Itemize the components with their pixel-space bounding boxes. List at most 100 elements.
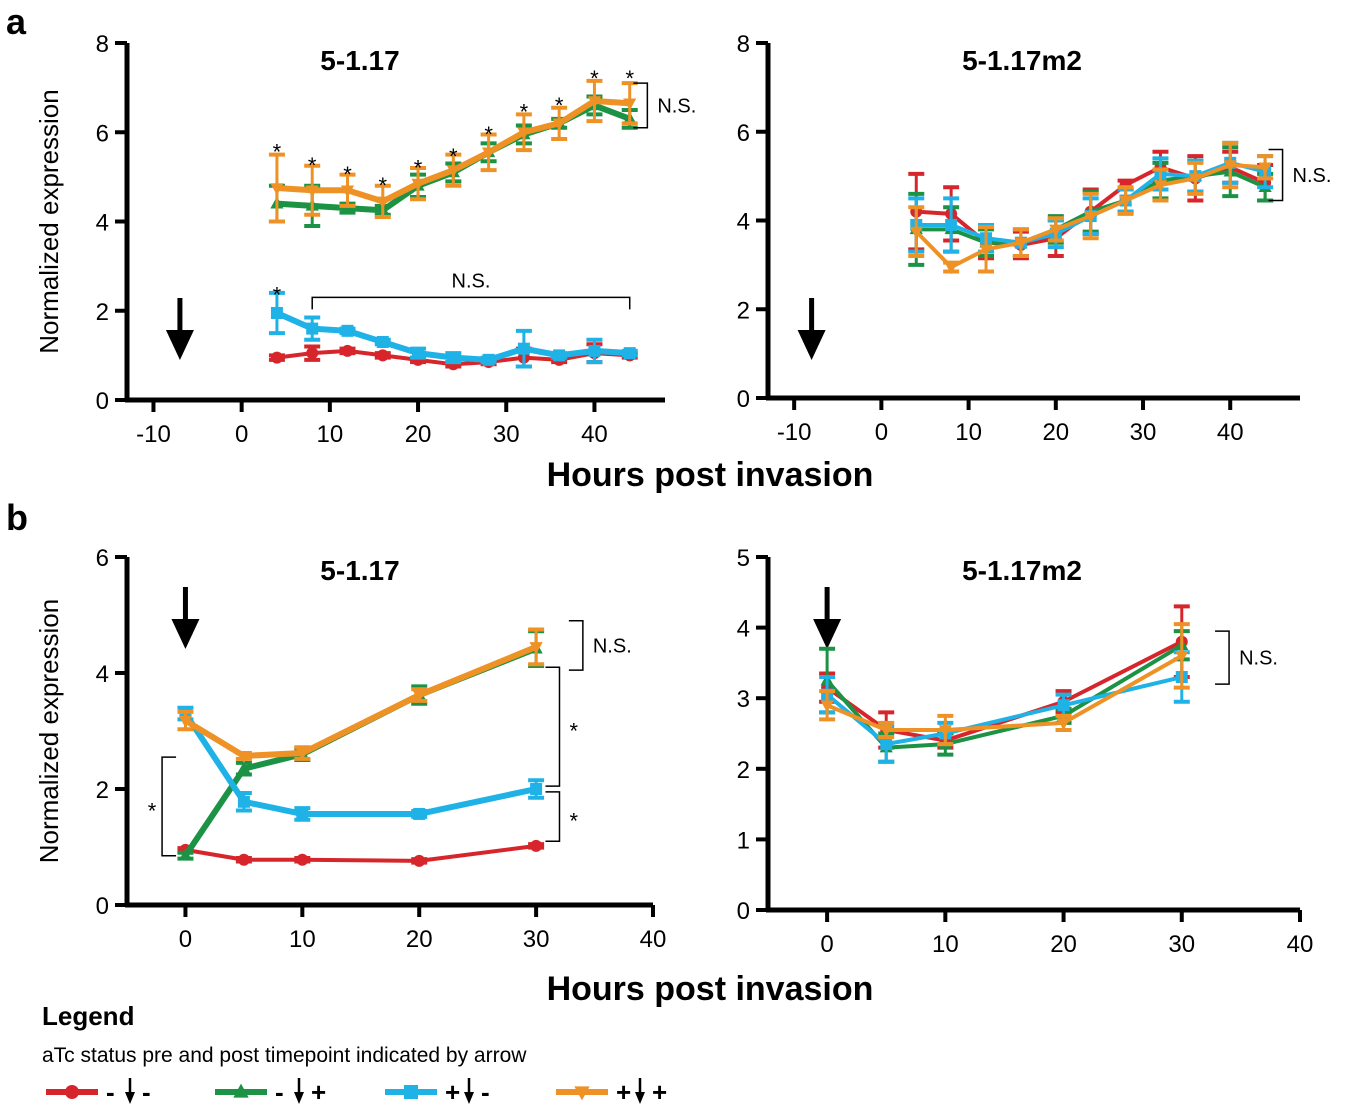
significance-bracket <box>161 756 177 857</box>
chart-0: 0 2 4 6 8 -10 0 10 20 30 40 5-1.17 Normalized expres… <box>34 31 696 448</box>
x-tick-label: -10 <box>136 421 171 448</box>
data-point <box>237 751 251 764</box>
y-tick-label: 4 <box>96 661 109 688</box>
data-point <box>529 642 543 655</box>
data-point <box>270 306 283 319</box>
significance-star: * <box>590 66 599 91</box>
data-point <box>1188 173 1202 186</box>
legend-pre-status: + <box>616 1077 631 1107</box>
data-point <box>237 761 251 774</box>
x-axis-label-bottom: Hours post invasion <box>547 970 874 1008</box>
x-tick-label: 20 <box>1050 931 1077 958</box>
legend-swatch-marker <box>233 1083 249 1098</box>
data-point <box>517 127 531 140</box>
y-axis-label: Normalized expression <box>34 89 64 353</box>
data-point <box>447 351 460 364</box>
x-tick-label: 30 <box>1130 419 1157 446</box>
series-2 <box>819 650 1190 764</box>
x-tick-label: 10 <box>955 419 982 446</box>
significance-star: * <box>414 155 423 180</box>
legend-pre-status: + <box>445 1077 460 1107</box>
x-tick-label: -10 <box>777 419 812 446</box>
data-point <box>1175 651 1189 664</box>
panel-letter-a: a <box>6 1 27 42</box>
timepoint-arrow-head <box>813 619 842 649</box>
bracket-label: * <box>148 798 157 823</box>
significance-star: * <box>343 162 352 187</box>
data-point <box>1049 224 1063 237</box>
legend-entries: - - - + + - + + <box>46 1077 667 1107</box>
y-tick-label: 3 <box>737 686 750 713</box>
data-point <box>1056 718 1071 731</box>
significance-bracket <box>1268 148 1284 202</box>
series-1 <box>819 629 1190 764</box>
data-point <box>306 347 319 360</box>
legend-arrow-head <box>125 1092 135 1104</box>
data-point <box>340 185 355 198</box>
significance-star: * <box>555 93 564 118</box>
data-point <box>944 262 958 275</box>
y-tick-label: 4 <box>737 209 750 236</box>
bracket-label: N.S. <box>593 635 632 657</box>
significance-bracket <box>545 666 561 787</box>
data-point <box>880 738 893 751</box>
data-point <box>1258 162 1272 175</box>
y-tick-label: 6 <box>96 120 109 147</box>
y-axis-label: Normalized expression <box>34 599 64 863</box>
data-point <box>270 183 284 196</box>
bracket-label: N.S. <box>1239 648 1278 670</box>
legend: Legend aTc status pre and post timepoint… <box>42 1001 667 1107</box>
chart-3: 0 1 2 3 4 5 0 10 20 30 40 5-1.17m2 N.S. <box>737 545 1314 958</box>
data-point <box>178 715 193 728</box>
y-tick-label: 8 <box>96 31 109 58</box>
timepoint-arrow-head <box>165 330 194 360</box>
legend-post-status: - <box>481 1077 490 1107</box>
data-point <box>412 347 425 360</box>
significance-bracket <box>311 296 631 310</box>
y-tick-label: 4 <box>737 616 750 643</box>
panel-letter-b: b <box>6 497 28 538</box>
legend-pre-status: - <box>275 1077 284 1107</box>
legend-swatch-marker <box>404 1085 418 1099</box>
significance-star: * <box>520 99 529 124</box>
series-2 <box>268 290 638 369</box>
y-tick-label: 5 <box>737 545 750 572</box>
significance-star: * <box>378 173 387 198</box>
data-point <box>178 848 193 861</box>
timepoint-arrow-head <box>171 619 200 649</box>
x-tick-label: 30 <box>523 926 550 953</box>
bracket-label: N.S. <box>452 270 491 292</box>
series-3 <box>177 627 545 764</box>
data-point <box>530 839 543 852</box>
data-point <box>1153 180 1168 193</box>
legend-entry-0: -- <box>46 1077 151 1107</box>
significance-bracket <box>545 791 561 842</box>
bracket-label: N.S. <box>657 95 696 117</box>
x-tick-label: 30 <box>1168 931 1195 958</box>
x-tick-label: 0 <box>179 926 192 953</box>
bracket-label: N.S. <box>1293 165 1332 187</box>
data-point <box>306 322 319 335</box>
significance-star: * <box>273 282 282 307</box>
significance-star: * <box>273 140 282 165</box>
data-point <box>1057 699 1070 712</box>
data-point <box>296 853 309 866</box>
data-point <box>623 347 636 360</box>
series-3 <box>268 78 638 224</box>
x-tick-label: 20 <box>1042 419 1069 446</box>
data-point <box>413 807 426 820</box>
timepoint-arrow-head <box>797 330 826 360</box>
y-tick-label: 2 <box>96 299 109 326</box>
data-point <box>482 147 496 160</box>
data-point <box>623 98 637 111</box>
legend-pre-status: - <box>106 1077 115 1107</box>
legend-arrow-head <box>635 1092 645 1104</box>
data-point <box>879 725 893 738</box>
legend-arrow-head <box>464 1092 474 1104</box>
data-point <box>341 344 354 357</box>
series-3 <box>819 622 1190 747</box>
legend-subtitle: aTc status pre and post timepoint indica… <box>42 1044 527 1067</box>
y-tick-label: 2 <box>96 777 109 804</box>
significance-star: * <box>484 122 493 147</box>
